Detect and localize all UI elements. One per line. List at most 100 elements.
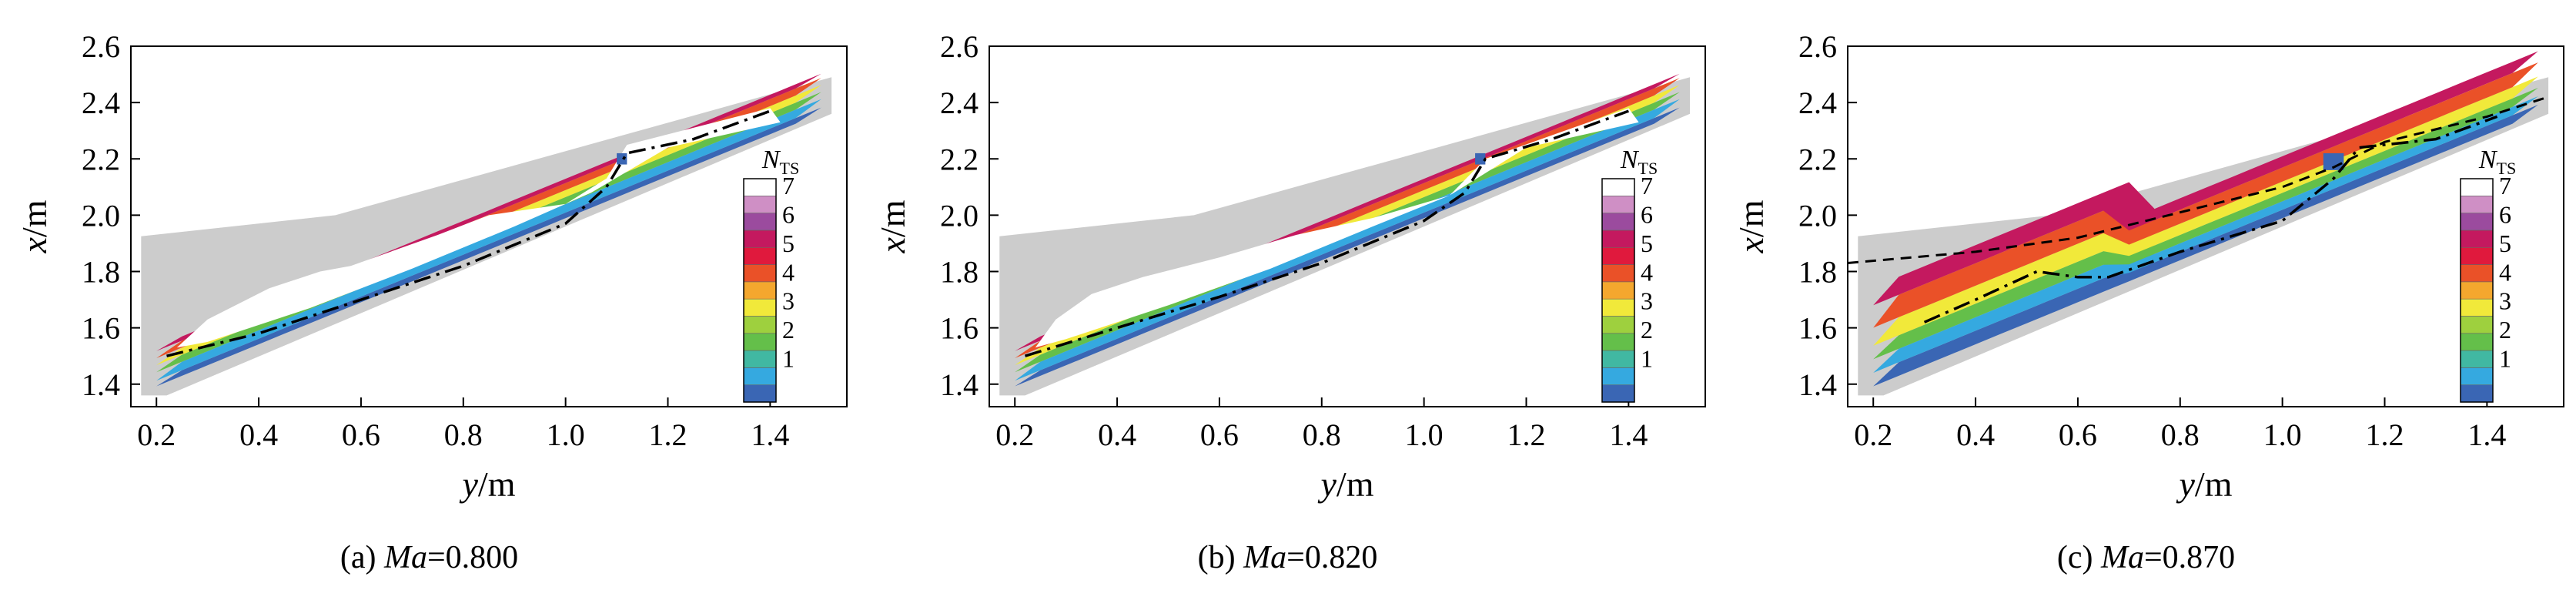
xtick-label-0: 0.2 — [137, 417, 176, 452]
ytick-label-2: 1.8 — [82, 255, 120, 290]
ntsband-0 — [1015, 107, 1680, 387]
xtick-label-0: 0.2 — [1854, 417, 1892, 452]
x-axis-label: y/m — [1318, 464, 1374, 504]
y-axis-label: x/m — [873, 199, 912, 253]
caption-a-label: (a) — [340, 540, 384, 575]
colorbar-swatch-8 — [1601, 246, 1635, 265]
caption-c: (c) Ma=0.870 — [1717, 539, 2575, 576]
xtick-label-2: 0.6 — [342, 417, 380, 452]
xtick-label-3: 0.8 — [2161, 417, 2200, 452]
colorbar-swatch-10 — [1601, 213, 1635, 231]
panel-b: 0.2 0.4 0.6 0.8 1.0 1.2 1.4 1.4 1.6 1.8 2.0 2.2 2.4 2… — [858, 0, 1717, 590]
x-axis-label: y/m — [2176, 464, 2233, 504]
y-axis-label-var: x — [873, 236, 912, 253]
colorbar-title: NTS — [2478, 146, 2516, 178]
colorbar-tick-6: 7 — [2499, 172, 2511, 199]
colorbar-tick-6: 7 — [1641, 172, 1653, 199]
caption-b-mach-value: =0.820 — [1286, 540, 1378, 575]
axes-frame — [130, 45, 848, 407]
y-axis-label: x/m — [1731, 199, 1771, 253]
colorbar-tick-3: 4 — [782, 258, 795, 286]
x-axis-label-var: y — [2176, 464, 2196, 504]
xtick-label-2: 0.6 — [1200, 417, 1239, 452]
colorbar-swatch-0 — [2460, 384, 2494, 403]
ytick-label-6: 2.6 — [82, 29, 120, 64]
panel-c: 0.2 0.4 0.6 0.8 1.0 1.2 1.4 1.4 1.6 1.8 2.0 2.2 2.4 2… — [1717, 0, 2575, 590]
colorbar-tick-2: 3 — [2499, 287, 2511, 315]
caption-c-mach-symbol: Ma — [2100, 540, 2144, 575]
caption-c-label: (c) — [2056, 540, 2101, 575]
x-axis-label-unit: /m — [2195, 464, 2233, 504]
ytick-label-1: 1.6 — [1798, 311, 1837, 346]
colorbar-tick-4: 5 — [1641, 230, 1653, 257]
colorbar-swatch-1 — [2460, 367, 2494, 385]
colorbar-title-main: N — [1620, 146, 1640, 174]
colorbar-swatch-10 — [743, 213, 777, 231]
colorbar-tick-5: 6 — [2499, 200, 2511, 228]
colorbar-swatch-2 — [1601, 350, 1635, 368]
colorbar-title: NTS — [761, 146, 799, 178]
colorbar-swatch-0 — [743, 384, 777, 403]
caption-c-mach-value: =0.870 — [2143, 540, 2236, 575]
colorbar-tick-1: 2 — [1641, 316, 1653, 344]
plot-area — [999, 73, 1691, 396]
ytick-label-6: 2.6 — [1798, 29, 1837, 64]
xtick-label-4: 1.0 — [2263, 417, 2302, 452]
small-blue-patch — [617, 153, 627, 165]
dashdot-transition-line — [1024, 109, 1630, 357]
colorbar-swatch-2 — [743, 350, 777, 368]
y-axis-label-unit: /m — [1731, 199, 1771, 237]
xtick-label-0: 0.2 — [995, 417, 1034, 452]
contour-plot-b: 0.2 0.4 0.6 0.8 1.0 1.2 1.4 1.4 1.6 1.8 2.0 2.2 2.4 2… — [873, 29, 1706, 504]
colorbar-swatch-3 — [743, 333, 777, 351]
xtick-label-1: 0.4 — [239, 417, 278, 452]
ytick-label-5: 2.4 — [940, 85, 979, 120]
ntsband-1 — [1873, 96, 2538, 373]
colorbar-swatch-2 — [2460, 350, 2494, 368]
colorbar-swatch-4 — [743, 316, 777, 334]
x-axis-label-var: y — [1318, 464, 1337, 504]
caption-b: (b) Ma=0.820 — [858, 539, 1717, 576]
colorbar-swatch-9 — [1601, 230, 1635, 248]
caption-b-mach-symbol: Ma — [1243, 540, 1287, 575]
colorbar-swatch-1 — [743, 367, 777, 385]
xtick-label-5: 1.2 — [649, 417, 687, 452]
y-axis-label-var: x — [15, 236, 54, 253]
colorbar-tick-1: 2 — [782, 316, 795, 344]
ytick-label-5: 2.4 — [1798, 85, 1837, 120]
colorbar-title-main: N — [761, 146, 781, 174]
colorbar-swatch-11 — [743, 196, 777, 213]
colorbar-title: NTS — [1620, 146, 1658, 178]
xtick-label-1: 0.4 — [1956, 417, 1995, 452]
x-axis-label-var: y — [460, 464, 479, 504]
x-axis-label-unit: /m — [1337, 464, 1374, 504]
nts-above-7-region — [176, 108, 781, 348]
y-axis-label-unit: /m — [15, 199, 54, 237]
colorbar-swatch-4 — [2460, 316, 2494, 334]
ytick-label-6: 2.6 — [940, 29, 979, 64]
colorbar-frame — [2460, 178, 2494, 403]
colorbar-title-sub: TS — [2497, 159, 2517, 178]
colorbar-swatch-5 — [1601, 298, 1635, 317]
ytick-label-0: 1.4 — [940, 367, 979, 402]
xtick-label-4: 1.0 — [547, 417, 585, 452]
ytick-label-3: 2.0 — [1798, 198, 1837, 233]
colorbar-tick-0: 1 — [782, 345, 795, 373]
colorbar-frame — [1601, 178, 1635, 403]
xtick-label-6: 1.4 — [2467, 417, 2506, 452]
colorbar-swatch-9 — [743, 230, 777, 248]
ytick-label-2: 1.8 — [1798, 255, 1837, 290]
contour-plot-a: 0.2 0.4 0.6 0.8 1.0 1.2 1.4 1.4 1.6 1.8 2.0 2.2 2.4 2… — [15, 29, 848, 504]
colorbar-swatch-12 — [743, 178, 777, 196]
xtick-label-5: 1.2 — [1507, 417, 1546, 452]
dashdot-transition-line — [166, 109, 771, 357]
nts-above-7-region — [1035, 108, 1639, 348]
caption-a-mach-symbol: Ma — [383, 540, 427, 575]
ytick-label-3: 2.0 — [940, 198, 979, 233]
colorbar-tick-3: 4 — [2499, 258, 2511, 286]
colorbar-swatch-4 — [1601, 316, 1635, 334]
x-axis-label-unit: /m — [478, 464, 516, 504]
colorbar-frame — [743, 178, 777, 403]
dashdot-transition-line — [1923, 115, 2498, 323]
colorbar-tick-4: 5 — [782, 230, 795, 257]
